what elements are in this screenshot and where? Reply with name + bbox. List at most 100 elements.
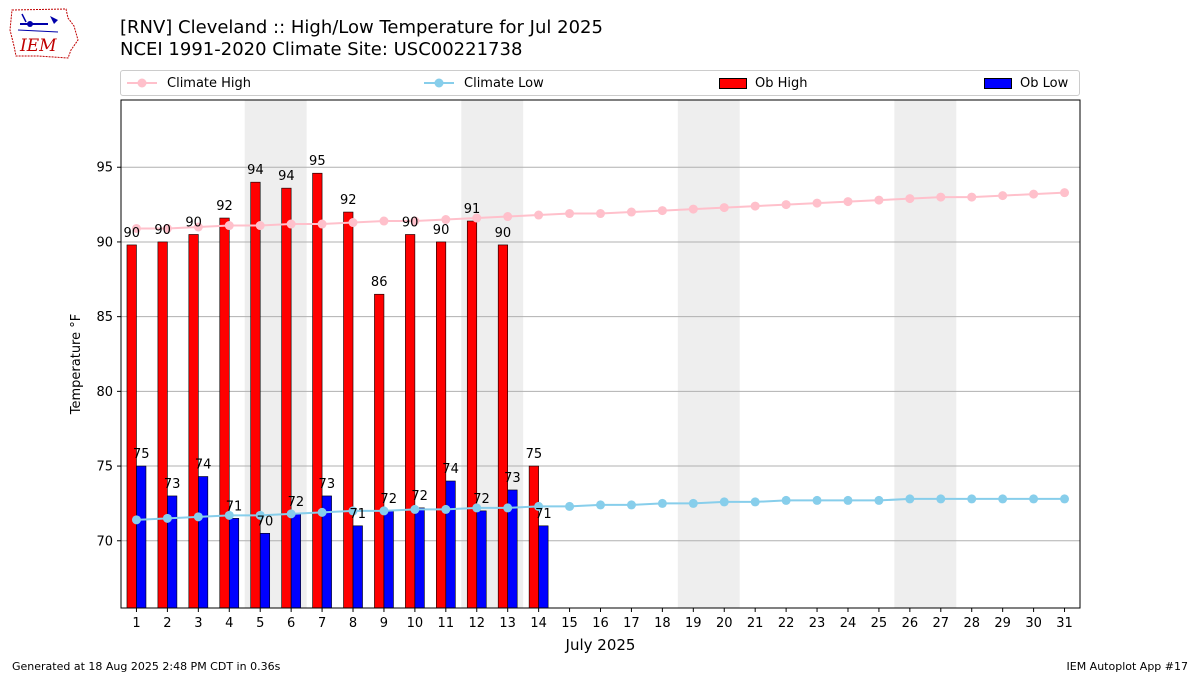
data-label-ob-low-3: 74 xyxy=(195,458,212,473)
point-climate-low-15 xyxy=(565,501,575,511)
point-climate-high-19 xyxy=(688,204,698,214)
y-tick-label-85: 85 xyxy=(96,310,113,325)
y-tick-label-70: 70 xyxy=(96,534,113,549)
data-label-ob-high-5: 94 xyxy=(247,163,264,178)
x-tick-label-11: 11 xyxy=(438,616,455,631)
x-tick-label-12: 12 xyxy=(468,616,485,631)
y-axis-label: Temperature °F xyxy=(69,314,84,415)
point-climate-low-30 xyxy=(1029,494,1039,504)
legend-swatch-ob-low xyxy=(984,77,1012,89)
point-climate-high-27 xyxy=(936,192,946,202)
legend-label-climate-high: Climate High xyxy=(167,75,252,91)
point-climate-high-14 xyxy=(534,210,544,220)
x-axis-label: July 2025 xyxy=(565,636,636,654)
point-climate-low-14 xyxy=(534,501,544,511)
point-climate-high-31 xyxy=(1060,188,1070,198)
x-tick-label-23: 23 xyxy=(809,616,826,631)
legend-swatch-ob-high xyxy=(719,77,747,89)
bar-ob-low-4 xyxy=(228,518,240,609)
point-climate-high-17 xyxy=(626,207,636,217)
x-tick-label-14: 14 xyxy=(530,616,547,631)
legend-item-ob-low: Ob Low xyxy=(980,71,1068,95)
point-climate-high-20 xyxy=(719,203,729,213)
point-climate-low-1 xyxy=(131,515,141,525)
legend-item-climate-high: Climate High xyxy=(127,71,251,95)
legend-label-ob-low: Ob Low xyxy=(1020,75,1069,91)
x-tick-label-5: 5 xyxy=(256,616,264,631)
bar-ob-low-14 xyxy=(538,525,549,609)
point-climate-low-12 xyxy=(472,503,482,513)
bar-ob-low-2 xyxy=(167,495,178,609)
point-climate-high-5 xyxy=(255,221,265,231)
point-climate-low-7 xyxy=(317,507,327,517)
bar-ob-low-1 xyxy=(136,465,147,609)
point-climate-low-23 xyxy=(812,495,822,505)
data-label-ob-high-10: 90 xyxy=(402,215,419,230)
point-climate-high-22 xyxy=(781,200,791,210)
x-tick-label-20: 20 xyxy=(716,616,733,631)
data-label-ob-low-12: 72 xyxy=(473,492,490,507)
x-tick-label-10: 10 xyxy=(407,616,424,631)
bar-ob-low-8 xyxy=(352,525,363,609)
bar-ob-low-11 xyxy=(445,480,456,609)
point-climate-high-8 xyxy=(348,218,358,228)
bar-ob-high-6 xyxy=(281,187,292,609)
chart-legend: Climate High Climate Low Ob High Ob Low xyxy=(120,70,1080,96)
point-climate-high-13 xyxy=(503,212,513,222)
point-climate-low-22 xyxy=(781,495,791,505)
point-climate-high-24 xyxy=(843,197,853,207)
bar-ob-high-4 xyxy=(219,217,230,609)
point-climate-low-21 xyxy=(750,497,760,507)
data-label-ob-low-13: 73 xyxy=(504,471,521,486)
bar-ob-low-3 xyxy=(198,476,209,609)
point-climate-low-19 xyxy=(688,498,698,508)
point-climate-high-10 xyxy=(410,216,420,226)
point-climate-low-18 xyxy=(657,498,667,508)
data-label-ob-high-6: 94 xyxy=(278,169,295,184)
x-tick-label-1: 1 xyxy=(132,616,140,631)
x-tick-label-13: 13 xyxy=(499,616,516,631)
x-tick-label-21: 21 xyxy=(747,616,764,631)
data-label-ob-low-9: 72 xyxy=(380,492,397,507)
point-climate-low-13 xyxy=(503,503,513,513)
data-label-ob-high-3: 90 xyxy=(185,215,202,230)
point-climate-high-2 xyxy=(162,223,172,233)
logo-text: IEM xyxy=(19,36,57,56)
legend-item-climate-low: Climate Low xyxy=(424,71,544,95)
chart-subtitle: NCEI 1991-2020 Climate Site: USC00221738 xyxy=(120,39,523,60)
point-climate-low-10 xyxy=(410,504,420,514)
point-climate-high-15 xyxy=(565,209,575,219)
bar-ob-high-12 xyxy=(466,220,478,609)
point-climate-high-7 xyxy=(317,219,327,229)
data-label-ob-low-2: 73 xyxy=(164,477,181,492)
bar-ob-high-3 xyxy=(188,234,199,609)
app-credit: IEM Autoplot App #17 xyxy=(1066,660,1189,673)
data-label-ob-high-14: 75 xyxy=(526,447,543,462)
data-label-ob-low-14: 71 xyxy=(535,507,552,522)
data-label-ob-low-8: 71 xyxy=(349,507,366,522)
x-tick-label-19: 19 xyxy=(685,616,702,631)
legend-item-ob-high: Ob High xyxy=(715,71,808,95)
data-label-ob-high-1: 90 xyxy=(123,226,140,241)
point-climate-high-1 xyxy=(131,223,141,233)
data-label-ob-high-11: 90 xyxy=(433,223,450,238)
x-tick-label-2: 2 xyxy=(163,616,171,631)
point-climate-high-26 xyxy=(905,194,915,204)
legend-marker-climate-low xyxy=(424,78,454,88)
bar-ob-high-8 xyxy=(343,211,354,609)
y-tick-label-75: 75 xyxy=(96,460,113,475)
point-climate-low-29 xyxy=(998,494,1008,504)
data-label-ob-low-11: 74 xyxy=(442,462,459,477)
plot-frame xyxy=(120,99,1081,609)
data-label-ob-high-4: 92 xyxy=(216,199,233,214)
x-tick-label-31: 31 xyxy=(1056,616,1073,631)
data-label-ob-high-7: 95 xyxy=(309,154,326,169)
point-climate-high-4 xyxy=(224,221,234,231)
point-climate-low-28 xyxy=(967,494,977,504)
point-climate-low-26 xyxy=(905,494,915,504)
bar-ob-high-7 xyxy=(312,172,323,609)
point-climate-low-11 xyxy=(441,504,451,514)
x-tick-label-24: 24 xyxy=(840,616,857,631)
point-climate-low-8 xyxy=(348,506,358,516)
